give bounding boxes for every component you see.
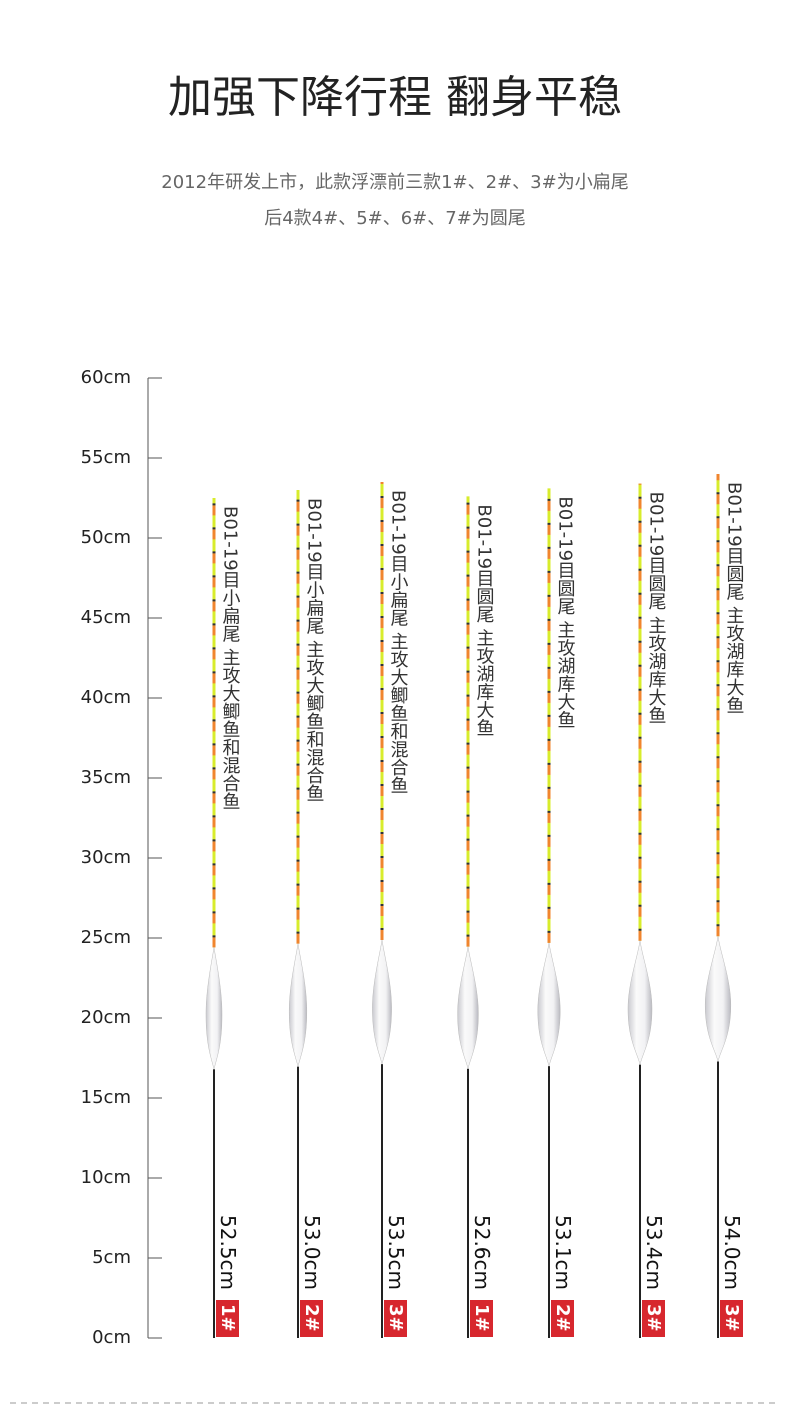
length-label: 53.4cm: [642, 1215, 666, 1290]
y-tick-label: 60cm: [81, 367, 131, 388]
float-body: [704, 936, 732, 1062]
float-description: B01-19目圆尾 主攻湖库大鱼: [724, 482, 745, 714]
y-tick-label: 50cm: [81, 527, 131, 548]
y-tick-label: 30cm: [81, 847, 131, 868]
size-label: 1#: [217, 1304, 238, 1332]
size-badge: [300, 1300, 323, 1337]
float-body: [537, 942, 561, 1067]
float: [288, 490, 308, 1338]
float-description: B01-19目圆尾 主攻湖库大鱼: [646, 492, 667, 724]
size-label: 2#: [301, 1304, 322, 1332]
length-label: 53.0cm: [300, 1215, 324, 1290]
y-tick-label: 15cm: [81, 1087, 131, 1108]
float-body: [372, 939, 392, 1065]
size-label: 3#: [643, 1304, 664, 1332]
y-tick-label: 55cm: [81, 447, 131, 468]
size-badge: [720, 1300, 743, 1337]
float: [457, 496, 479, 1338]
size-badge: [642, 1300, 665, 1337]
size-badge: [216, 1300, 239, 1337]
float-description: B01-19目小扁尾 主攻大鲫鱼和混合鱼: [304, 498, 325, 802]
float-description: B01-19目小扁尾 主攻大鲫鱼和混合鱼: [388, 490, 409, 794]
float-body: [288, 943, 308, 1067]
length-label: 54.0cm: [720, 1215, 744, 1290]
y-tick-label: 40cm: [81, 687, 131, 708]
float-body: [627, 940, 653, 1065]
size-label: 1#: [471, 1304, 492, 1332]
y-tick-label: 35cm: [81, 767, 131, 788]
size-label: 2#: [552, 1304, 573, 1332]
y-tick-label: 20cm: [81, 1007, 131, 1028]
size-badge: [470, 1300, 493, 1337]
y-tick-label: 10cm: [81, 1167, 131, 1188]
float: [205, 498, 223, 1338]
size-label: 3#: [721, 1304, 742, 1332]
length-label: 52.6cm: [470, 1215, 494, 1290]
float-description: B01-19目小扁尾 主攻大鲫鱼和混合鱼: [220, 506, 241, 810]
y-tick-label: 0cm: [92, 1327, 131, 1348]
y-tick-label: 25cm: [81, 927, 131, 948]
length-label: 52.5cm: [216, 1215, 240, 1290]
float-body: [457, 946, 479, 1069]
subtitle: 后4款4#、5#、6#、7#为圆尾: [264, 208, 526, 229]
y-tick-label: 45cm: [81, 607, 131, 628]
float: [537, 488, 561, 1338]
subtitle: 2012年研发上市，此款浮漂前三款1#、2#、3#为小扁尾: [161, 172, 628, 193]
float-body: [205, 947, 223, 1070]
size-badge: [384, 1300, 407, 1337]
size-badge: [551, 1300, 574, 1337]
length-label: 53.1cm: [551, 1215, 575, 1290]
float: [627, 483, 653, 1338]
title: 加强下降行程 翻身平稳: [168, 72, 622, 123]
y-tick-label: 5cm: [92, 1247, 131, 1268]
length-label: 53.5cm: [384, 1215, 408, 1290]
float-description: B01-19目圆尾 主攻湖库大鱼: [555, 496, 576, 728]
float: [372, 482, 392, 1338]
float-description: B01-19目圆尾 主攻湖库大鱼: [474, 504, 495, 736]
float: [704, 474, 732, 1338]
size-label: 3#: [385, 1304, 406, 1332]
